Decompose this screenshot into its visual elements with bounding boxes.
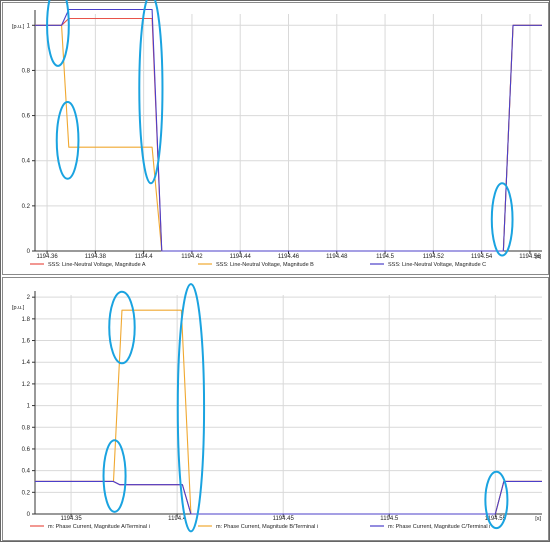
legend-label-1: SSS: Line-Neutral Voltage, Magnitude A: [48, 262, 146, 268]
y-tick-label: 1: [27, 404, 31, 410]
x-tick-label: 1194.45: [273, 516, 295, 522]
y-tick-label: 1: [27, 23, 31, 29]
voltage-chart-panel: 0 0.2 0.4 0.6 0.8 1 1194.36 1194.38 1194.4 1194.4…: [2, 0, 549, 275]
legend-label-1: m: Phase Current, Magnitude A/Terminal i: [48, 524, 150, 530]
y-tick-label: 0: [27, 512, 31, 518]
x-tick-label: 1194.44: [230, 254, 252, 260]
y-tick-label: 2: [27, 295, 31, 301]
x-tick-label: 1194.4: [135, 254, 154, 260]
x-tick-label: 1194.4: [168, 516, 187, 522]
annotation-ellipse-4: [484, 470, 509, 530]
y-tick-label: 0.2: [22, 204, 31, 210]
x-axis-label: [s]: [535, 254, 541, 260]
x-tick-label: 1194.46: [278, 254, 300, 260]
y-tick-label: 1.6: [22, 339, 31, 345]
legend-label-2: m: Phase Current, Magnitude B/Terminal i: [216, 524, 318, 530]
y-tick-label: 0.6: [22, 447, 31, 453]
annotation-ellipse-1: [46, 0, 70, 67]
x-tick-label: 1194.52: [423, 254, 445, 260]
x-tick-label: 1194.5: [376, 254, 395, 260]
series-line-3: [35, 8, 542, 252]
annotation-ellipse-3: [138, 0, 164, 185]
annotation-ellipse-2: [55, 101, 80, 180]
x-tick-label: 1194.42: [181, 254, 203, 260]
y-tick-label: 1.8: [22, 317, 31, 323]
annotation-ellipse-3: [176, 283, 206, 533]
x-tick-label: 1194.35: [60, 516, 82, 522]
x-tick-label: 1194.36: [36, 254, 58, 260]
series-line-3: [35, 480, 542, 515]
y-axis-label: [p.u.]: [12, 24, 25, 30]
y-tick-label: 0.8: [22, 425, 31, 431]
legend-label-3: m: Phase Current, Magnitude C/Terminal i: [388, 524, 490, 530]
annotation-ellipse-1: [108, 290, 136, 365]
x-tick-label: 1194.5: [380, 516, 399, 522]
panel-frame: [2, 277, 549, 541]
annotation-ellipse-4: [490, 182, 514, 257]
y-tick-label: 1.4: [22, 360, 31, 366]
x-tick-label: 1194.55: [485, 516, 507, 522]
y-tick-label: 1.2: [22, 382, 31, 388]
x-tick-label: 1194.48: [326, 254, 348, 260]
legend-label-2: SSS: Line-Neutral Voltage, Magnitude B: [216, 262, 314, 268]
legend-label-3: SSS: Line-Neutral Voltage, Magnitude C: [388, 262, 486, 268]
y-tick-label: 0: [27, 249, 31, 255]
current-chart-panel: 0 0.2 0.4 0.6 0.8 1 1.2 1.4 1.6 1.8 2 1194.35 1194.4…: [2, 277, 549, 541]
y-tick-label: 0.4: [22, 469, 31, 475]
y-tick-label: 0.2: [22, 490, 31, 496]
annotation-ellipse-2: [102, 439, 127, 513]
x-axis-label: [s]: [535, 516, 541, 522]
panel-frame: [2, 2, 549, 275]
y-tick-label: 0.6: [22, 114, 31, 120]
x-tick-label: 1194.56: [519, 254, 541, 260]
y-axis-label: [p.u.]: [12, 305, 25, 311]
y-tick-label: 0.4: [22, 159, 31, 165]
x-tick-label: 1194.38: [85, 254, 107, 260]
x-tick-label: 1194.54: [471, 254, 493, 260]
y-tick-label: 0.8: [22, 68, 31, 74]
